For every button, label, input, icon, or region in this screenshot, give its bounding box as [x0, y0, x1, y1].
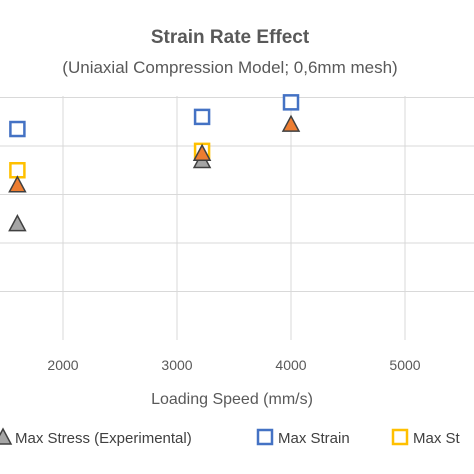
legend-label: Max Stress (Experimental) [15, 430, 192, 447]
legend-label: Max Strain [278, 430, 350, 447]
data-point [8, 214, 27, 232]
data-point [282, 94, 300, 111]
data-point [8, 175, 27, 193]
data-point [192, 143, 212, 162]
legend: Max Stress (Experimental) Max Strain Max S… [0, 427, 461, 447]
chart-title: Strain Rate Effect [151, 27, 310, 48]
gridlines [0, 96, 474, 340]
data-point [281, 114, 301, 132]
x-tick-label: 5000 [389, 357, 420, 373]
legend-marker [0, 427, 13, 445]
x-tick-label: 2000 [47, 357, 78, 373]
data-point [9, 120, 26, 138]
x-tick-label: 3000 [161, 357, 192, 373]
x-tick-label: 4000 [275, 357, 306, 373]
data-point [193, 108, 211, 126]
x-axis-ticks: 2000 3000 4000 5000 [47, 357, 420, 373]
legend-marker [256, 428, 274, 446]
chart-subtitle: (Uniaxial Compression Model; 0,6mm mesh) [62, 58, 397, 77]
legend-marker [391, 428, 409, 446]
legend-label: Max St [413, 430, 461, 447]
data-points [8, 94, 301, 232]
x-axis-title: Loading Speed (mm/s) [151, 391, 313, 408]
data-point [9, 162, 26, 179]
